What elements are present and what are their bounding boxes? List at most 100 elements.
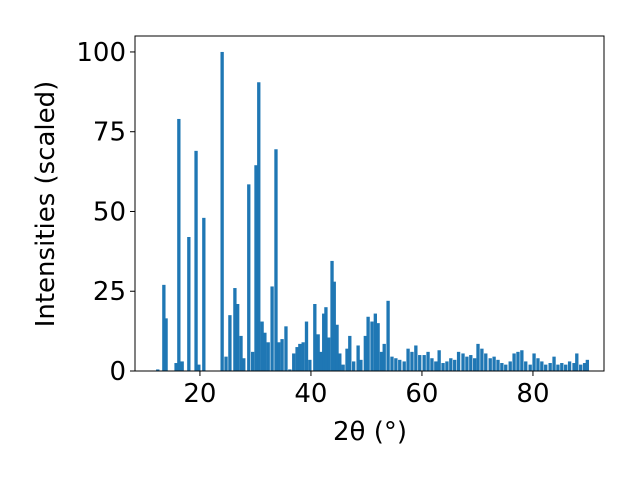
bar [390, 356, 394, 371]
bar [332, 281, 336, 371]
bar [564, 364, 568, 371]
bar [414, 345, 418, 371]
bar [504, 364, 508, 371]
bar [532, 353, 536, 371]
bar [585, 359, 590, 371]
bar [341, 364, 345, 371]
bar [376, 323, 380, 371]
bar [194, 150, 198, 371]
bar [359, 359, 363, 371]
x-tick-label: 40 [294, 379, 327, 409]
bar [516, 351, 520, 371]
bar [197, 364, 201, 371]
bar [476, 343, 480, 371]
bar [382, 343, 386, 371]
bar [224, 356, 228, 371]
bar [496, 359, 500, 371]
y-tick-label: 75 [93, 118, 126, 148]
bar [469, 355, 473, 371]
x-tick-label: 60 [405, 379, 438, 409]
x-axis-label: 2θ (°) [333, 417, 407, 447]
bar [239, 335, 243, 371]
bar [370, 321, 374, 371]
bar [560, 363, 564, 371]
bar [406, 348, 410, 371]
bar [277, 342, 281, 371]
bar [274, 149, 278, 371]
bar [348, 335, 352, 371]
bar [327, 337, 331, 371]
bar [492, 356, 496, 371]
bar [280, 339, 284, 371]
bar [441, 363, 445, 371]
bar [301, 342, 305, 371]
bar [180, 361, 184, 371]
bar [473, 358, 477, 371]
bar [480, 348, 484, 371]
bar [500, 363, 504, 371]
bar [456, 351, 461, 371]
bar [461, 353, 465, 371]
bar [236, 304, 240, 371]
bar [156, 369, 160, 371]
bar [434, 361, 438, 371]
bar [263, 332, 267, 371]
bar [426, 351, 430, 371]
bar [567, 361, 572, 371]
bar [394, 358, 398, 371]
bar [540, 361, 544, 371]
bar [308, 359, 312, 371]
bar [292, 353, 296, 371]
bar [363, 335, 368, 371]
bar [260, 321, 264, 371]
bar [548, 363, 552, 371]
bar [437, 350, 441, 371]
bar [575, 353, 579, 371]
bar [298, 343, 302, 371]
bar [449, 358, 453, 371]
bar [410, 351, 414, 371]
bar [322, 313, 326, 371]
bar [316, 334, 320, 371]
bar [379, 351, 384, 371]
bar [520, 350, 524, 371]
bar [164, 318, 168, 371]
bar [552, 356, 556, 371]
bar [242, 358, 246, 371]
bar [295, 347, 299, 371]
bar [220, 51, 224, 371]
bar [247, 184, 251, 371]
y-tick-label: 100 [76, 38, 126, 68]
bar [484, 353, 488, 371]
bar [445, 361, 449, 371]
bar [251, 351, 255, 371]
bar [356, 345, 360, 371]
bar [228, 315, 232, 371]
bar [202, 217, 206, 371]
bar [402, 361, 406, 371]
bar [319, 351, 323, 371]
x-tick-label: 20 [183, 379, 216, 409]
bar [174, 363, 178, 371]
bar [257, 82, 261, 371]
bar [352, 361, 356, 371]
bar [330, 260, 334, 371]
y-tick-label: 0 [109, 357, 126, 387]
y-tick-label: 25 [93, 277, 126, 307]
bar [254, 165, 258, 371]
bar [524, 361, 528, 371]
bar [284, 326, 288, 371]
bar [544, 364, 548, 371]
bar [366, 316, 370, 371]
bar [187, 237, 191, 371]
bar [386, 300, 390, 371]
bar [324, 307, 328, 371]
bar [288, 369, 292, 371]
y-tick-label: 50 [93, 197, 126, 227]
bar [508, 361, 512, 371]
bar [582, 363, 587, 371]
bar [453, 359, 457, 371]
x-tick-label: 80 [516, 379, 549, 409]
bar [338, 353, 342, 371]
bar [512, 353, 516, 371]
